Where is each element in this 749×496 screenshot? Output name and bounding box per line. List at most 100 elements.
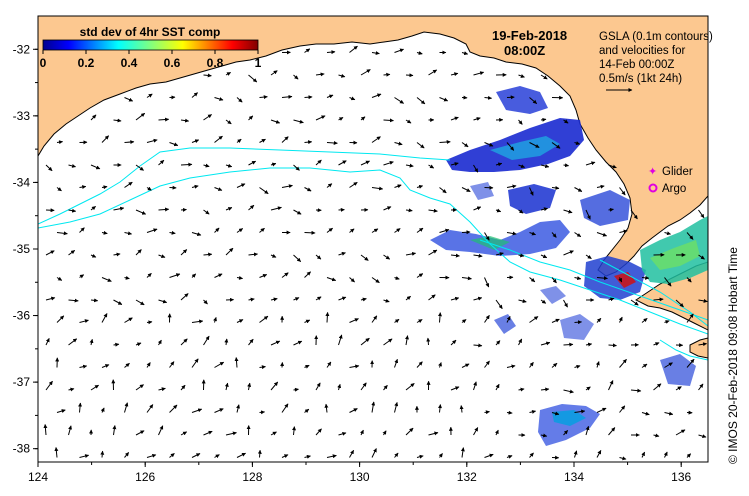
velocity-arrow (304, 454, 311, 459)
velocity-arrow (157, 339, 162, 346)
velocity-arrow (169, 404, 178, 413)
velocity-arrow (596, 450, 602, 458)
velocity-arrow (304, 319, 311, 324)
lon-axis: 124 126 128 130 132 134 136 (28, 462, 692, 484)
velocity-arrow (281, 136, 289, 143)
velocity-arrow (113, 342, 120, 347)
lat-tick-label: -34 (13, 175, 31, 189)
velocity-arrow (158, 117, 170, 122)
velocity-arrow (315, 428, 322, 436)
velocity-arrow (608, 164, 617, 169)
lat-tick-label: -33 (13, 109, 31, 123)
velocity-arrow (438, 312, 443, 323)
velocity-arrow (383, 72, 391, 77)
colorbar-tick-label: 0.2 (78, 56, 95, 70)
velocity-arrow (304, 408, 310, 413)
velocity-arrow (56, 231, 68, 236)
velocity-arrow (281, 184, 293, 189)
velocity-arrow (484, 277, 490, 288)
velocity-arrow (551, 362, 558, 368)
velocity-arrow (349, 318, 359, 323)
velocity-arrow (461, 230, 471, 235)
velocity-arrow (191, 408, 203, 413)
velocity-arrow (191, 139, 200, 144)
velocity-arrow (563, 342, 574, 347)
velocity-arrow (383, 254, 391, 260)
velocity-arrow (349, 277, 355, 283)
velocity-arrow (450, 72, 459, 77)
velocity-arrow (326, 140, 338, 145)
velocity-arrow (608, 297, 615, 302)
velocity-arrow (540, 387, 550, 392)
velocity-arrow (68, 425, 72, 436)
velocity-arrow (270, 340, 281, 346)
velocity-arrow (371, 277, 380, 284)
velocity-arrow (619, 187, 626, 196)
velocity-arrow (360, 429, 364, 436)
velocity-arrow (236, 138, 242, 143)
velocity-arrow (135, 430, 145, 436)
velocity-arrow (236, 452, 246, 458)
velocity-arrow (214, 454, 220, 459)
velocity-arrow (641, 411, 650, 416)
velocity-arrow (236, 228, 244, 233)
velocity-arrow (248, 74, 258, 83)
velocity-arrow (450, 162, 459, 166)
velocity-arrow (191, 358, 199, 368)
velocity-arrow (325, 312, 330, 323)
velocity-arrow (214, 187, 223, 191)
lat-tick-label: -36 (13, 309, 31, 323)
velocity-arrow (405, 295, 411, 301)
velocity-arrow (214, 361, 225, 368)
lon-tick-label: 134 (564, 470, 584, 484)
velocity-arrow (619, 456, 627, 461)
velocity-arrow (191, 232, 202, 237)
velocity-arrow (135, 209, 147, 215)
velocity-arrow (630, 299, 639, 306)
velocity-arrow (405, 208, 413, 213)
velocity-arrow (664, 277, 672, 287)
velocity-arrow (270, 162, 277, 167)
velocity-arrow (281, 454, 289, 459)
velocity-arrow (416, 361, 423, 368)
lat-tick-label: -37 (13, 375, 31, 389)
velocity-arrow (664, 362, 673, 368)
velocity-arrow (596, 276, 608, 281)
velocity-arrow (349, 181, 358, 188)
velocity-arrow (293, 297, 300, 301)
sst-patches (430, 86, 708, 446)
velocity-arrow (529, 277, 536, 283)
velocity-arrow (349, 364, 360, 369)
velocity-arrow (450, 386, 460, 391)
velocity-arrow (405, 427, 414, 436)
velocity-arrow (675, 386, 682, 391)
info-line-4: 0.5m/s (1kt 24h) (599, 73, 682, 85)
velocity-arrows (43, 45, 708, 461)
velocity-arrow (405, 335, 409, 346)
velocity-arrow (371, 136, 381, 143)
velocity-arrow (270, 206, 282, 211)
velocity-arrow (315, 296, 322, 301)
velocity-arrow (293, 254, 302, 262)
lat-tick-label: -38 (13, 442, 31, 456)
velocity-arrow (113, 299, 123, 305)
velocity-arrow (259, 187, 269, 195)
velocity-arrow (439, 140, 451, 145)
velocity-arrow (641, 318, 648, 323)
velocity-arrow (664, 411, 674, 416)
velocity-arrow (315, 115, 326, 121)
velocity-arrow (540, 341, 551, 346)
velocity-arrow (608, 343, 617, 348)
velocity-arrow (641, 275, 650, 280)
velocity-arrow (68, 298, 79, 303)
velocity-arrow (326, 454, 337, 459)
velocity-arrow (158, 207, 170, 212)
velocity-arrow (259, 315, 269, 323)
velocity-arrow (146, 93, 153, 98)
velocity-arrow (315, 159, 322, 166)
velocity-arrow (360, 69, 371, 76)
velocity-arrow (574, 409, 586, 414)
velocity-arrow (293, 340, 303, 346)
velocity-arrow (324, 403, 329, 413)
velocity-arrow (248, 115, 254, 121)
